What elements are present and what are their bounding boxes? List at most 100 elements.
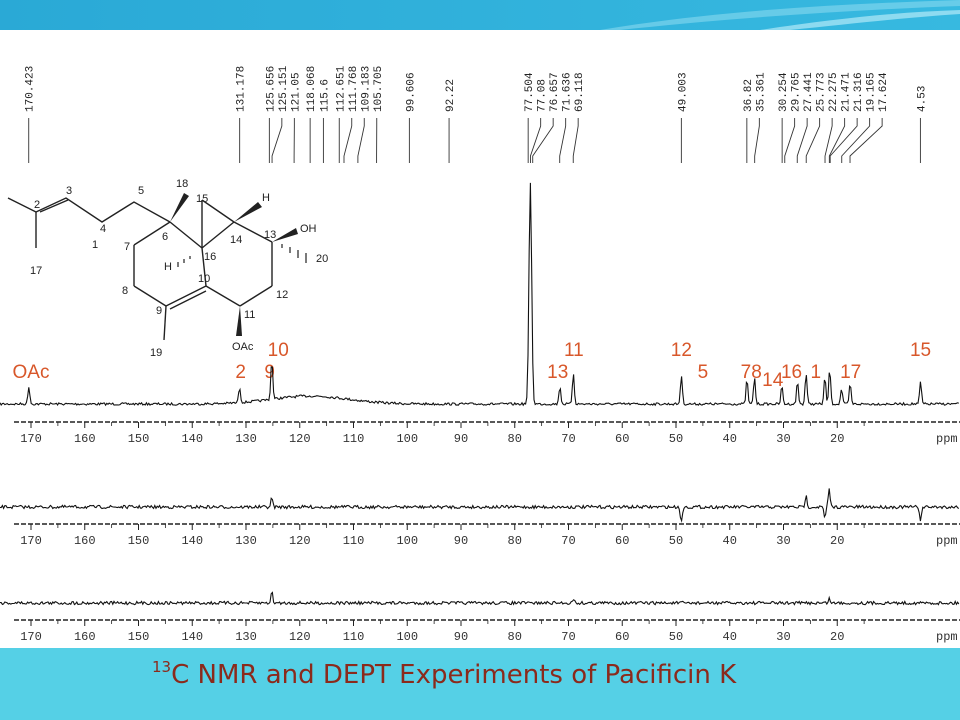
axis-tick-label: 120 [289,630,311,644]
assignment-label: 10 [268,340,289,361]
peak-list-value: 35.361 [755,72,767,112]
assignment-label: 17 [840,362,861,383]
peak-list-value: 115.6 [319,79,331,112]
axis-tick-label: 120 [289,432,311,446]
axis-tick-label: 170 [20,630,42,644]
axis-tick-label: 30 [776,534,790,548]
header-band [0,0,960,30]
axis-tick-label: 60 [615,432,629,446]
dept-2-trace [0,591,960,606]
peak-leader-line [271,118,283,163]
peak-list-value: 69.118 [574,72,586,112]
peak-list-value: 25.773 [816,72,828,112]
axis-tick-label: 150 [128,432,150,446]
peak-leader-line [572,118,579,163]
peak-list-value: 30.254 [778,72,790,112]
axis-tick-label: 160 [74,630,96,644]
axis-tick-label: 110 [343,630,365,644]
axis-tick-label: 80 [508,432,522,446]
axis-tick-label: 150 [128,630,150,644]
peak-list-value: 71.636 [562,72,574,112]
axis-tick-label: 20 [830,432,844,446]
peak-leader-line [828,118,846,163]
peak-list-value: 125.151 [278,65,290,112]
axis-tick-label: 160 [74,534,96,548]
assignment-label: OAc [13,362,50,383]
atom-18: 18 [176,178,188,190]
peak-leader-line [529,118,542,163]
peak-list-value: 77.08 [537,79,549,112]
peak-list-value: 105.705 [373,66,385,112]
atom-6: 6 [162,231,168,243]
atom-13: 13 [264,229,276,241]
peak-list-value: 19.165 [866,72,878,112]
peak-leader-line [829,118,858,163]
assignment-label: 11 [564,340,584,361]
assignment-label: 1 [810,362,821,383]
axis-tick-label: 140 [181,630,203,644]
atom-15: 15 [196,193,208,205]
peak-leader-line [357,118,365,163]
atom-2: 2 [34,199,40,211]
atom-14: 14 [230,234,242,246]
axis-tick-label: 90 [454,432,468,446]
axis-tick-label: 90 [454,630,468,644]
axis-tick-label: 140 [181,432,203,446]
axis-tick-label: 170 [20,432,42,446]
assignment-label: 78 [741,362,762,383]
nmr-spectrum-chart: 170.423 131.178 125.656 125.151 121.05 118.06… [0,65,960,644]
dept-1-trace [0,488,960,523]
peak-leader-line [784,118,796,163]
axis-tick-label: 20 [830,534,844,548]
caption-superscript: 13 [152,658,172,676]
assignment-label: 16 [781,362,802,383]
caption-text: C NMR and DEPT Experiments of Pacificin … [171,660,737,690]
spectrum-traces [0,182,960,606]
peak-list-value: 99.606 [405,72,417,112]
peak-leader-line [796,118,808,163]
axis-tick-label: 170 [20,534,42,548]
atom-7: 7 [124,241,130,253]
peak-list-value: 22.275 [828,72,840,112]
peak-list-value: 111.768 [348,66,360,112]
axis-tick-label: 110 [343,534,365,548]
atom-1: 1 [92,239,98,251]
axis-tick-label: 60 [615,630,629,644]
peak-list-value: 21.316 [853,72,865,112]
axis-unit-label: ppm [936,534,958,548]
assignment-label: 13 [547,362,568,383]
axis-tick-label: 100 [396,432,418,446]
peak-list-value: 17.624 [878,72,890,112]
atom-11: 11 [244,309,255,321]
peak-list: 170.423 131.178 125.656 125.151 121.05 118.06… [25,65,928,163]
atom-16: 16 [204,251,216,263]
carbon-13-trace [0,182,960,407]
peak-leader-line [849,118,883,163]
atom-5: 5 [138,185,144,197]
axis-tick-label: 120 [289,534,311,548]
chemical-structure: 1 2 3 4 5 6 7 8 9 10 11 12 13 14 15 16 1… [7,178,328,359]
hydrogen-16: H [164,261,172,273]
axis-unit-label: ppm [936,432,958,446]
atom-4: 4 [100,223,106,235]
peak-list-value: 49.003 [677,72,689,112]
axis-tick-label: 80 [508,630,522,644]
axis-tick-label: 160 [74,432,96,446]
assignment-label: 15 [910,340,931,361]
group-oh: OH [300,223,317,235]
atom-20: 20 [316,253,328,265]
axis-tick-label: 90 [454,534,468,548]
axis-tick-label: 100 [396,534,418,548]
peak-list-value: 109.183 [360,66,372,112]
peak-list-value: 121.05 [290,72,302,112]
axis-tick-label: 70 [561,432,575,446]
axis-tick-label: 50 [669,630,683,644]
atom-19: 19 [150,347,162,359]
axis-tick-label: 50 [669,534,683,548]
peak-list-value: 125.656 [265,66,277,112]
peak-list-value: 112.651 [335,65,347,112]
axis-tick-label: 150 [128,534,150,548]
slide-caption: 13C NMR and DEPT Experiments of Pacifici… [152,658,737,690]
atom-10: 10 [198,273,210,285]
